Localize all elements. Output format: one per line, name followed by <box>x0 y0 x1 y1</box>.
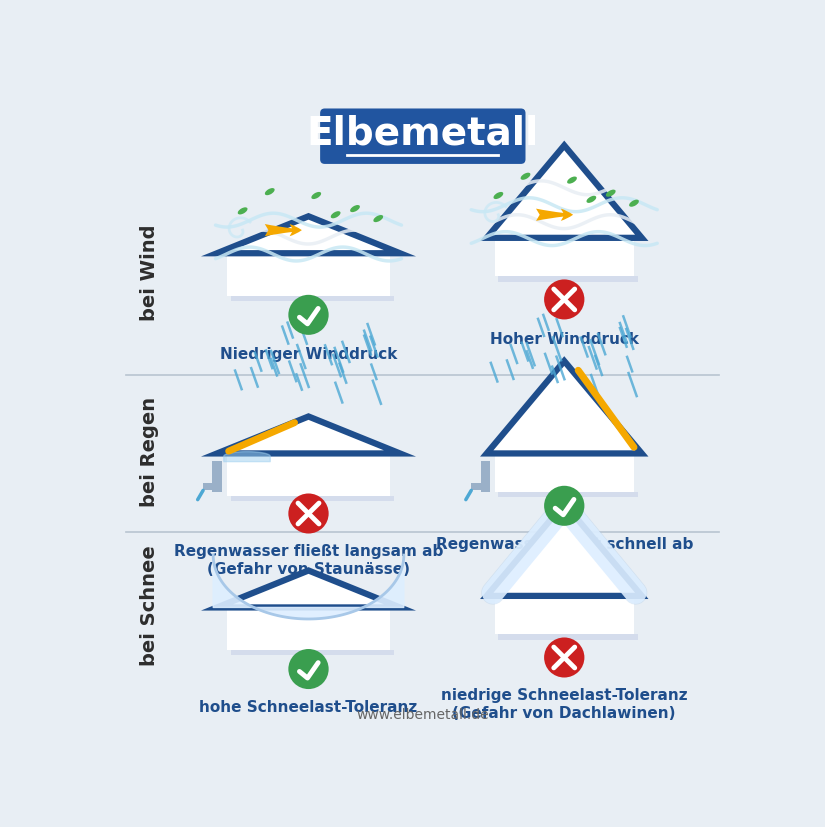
Bar <box>203 483 217 490</box>
Bar <box>231 496 394 501</box>
Bar <box>231 295 394 301</box>
Ellipse shape <box>629 199 639 207</box>
Circle shape <box>289 494 328 533</box>
Text: www.elbemetall.de: www.elbemetall.de <box>356 708 488 722</box>
Text: bei Regen: bei Regen <box>140 397 159 507</box>
Bar <box>227 453 390 496</box>
Bar <box>494 596 634 634</box>
Ellipse shape <box>350 205 360 213</box>
Polygon shape <box>487 361 642 453</box>
Bar <box>480 461 490 492</box>
Circle shape <box>544 280 584 319</box>
FancyBboxPatch shape <box>320 108 526 164</box>
Bar <box>498 634 638 640</box>
Bar <box>498 276 638 282</box>
Ellipse shape <box>521 173 530 179</box>
Polygon shape <box>217 217 400 253</box>
Text: hohe Schneelast-Toleranz: hohe Schneelast-Toleranz <box>200 700 417 715</box>
Ellipse shape <box>587 196 596 203</box>
Circle shape <box>544 638 584 677</box>
Bar <box>227 608 390 650</box>
Text: Hoher Winddruck: Hoher Winddruck <box>490 332 639 347</box>
Bar <box>494 238 634 276</box>
Text: Niedriger Winddruck: Niedriger Winddruck <box>219 347 397 362</box>
Circle shape <box>544 485 584 526</box>
Ellipse shape <box>265 188 275 195</box>
Polygon shape <box>487 146 642 238</box>
Bar <box>212 461 222 492</box>
Polygon shape <box>217 417 400 453</box>
Ellipse shape <box>493 192 503 199</box>
Text: bei Schnee: bei Schnee <box>140 546 159 667</box>
Text: Regenwasser fließt langsam ab
(Gefahr von Staunässe): Regenwasser fließt langsam ab (Gefahr vo… <box>174 544 443 576</box>
Ellipse shape <box>606 189 615 197</box>
Bar <box>498 492 638 497</box>
Polygon shape <box>487 504 642 596</box>
Text: bei Wind: bei Wind <box>140 224 159 321</box>
Text: Elbemetall: Elbemetall <box>307 114 539 152</box>
Bar <box>231 650 394 655</box>
Text: niedrige Schneelast-Toleranz
(Gefahr von Dachlawinen): niedrige Schneelast-Toleranz (Gefahr von… <box>441 688 687 720</box>
Text: Regenwasser fließt schnell ab: Regenwasser fließt schnell ab <box>436 537 693 552</box>
Circle shape <box>289 294 328 335</box>
Ellipse shape <box>311 192 321 199</box>
Bar <box>494 453 634 492</box>
Circle shape <box>289 649 328 689</box>
Polygon shape <box>217 571 400 608</box>
Polygon shape <box>213 555 403 619</box>
Bar <box>227 253 390 295</box>
Ellipse shape <box>238 208 248 214</box>
Ellipse shape <box>331 211 341 218</box>
Ellipse shape <box>374 215 383 222</box>
Ellipse shape <box>567 176 577 184</box>
Bar <box>471 483 485 490</box>
